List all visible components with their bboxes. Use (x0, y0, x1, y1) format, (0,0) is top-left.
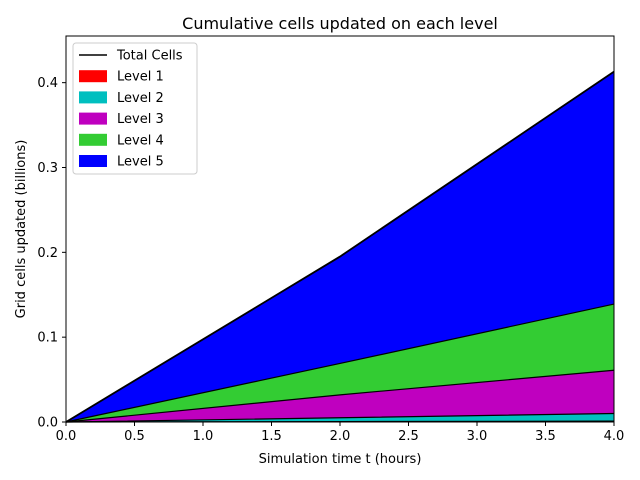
chart-title: Cumulative cells updated on each level (182, 14, 498, 33)
y-tick-label: 0.1 (37, 331, 58, 346)
legend-swatch-level-3 (79, 112, 107, 125)
legend-label-level-2: Level 2 (117, 91, 164, 106)
legend-swatch-level-5 (79, 155, 107, 167)
legend-label-level-5: Level 5 (117, 155, 164, 170)
x-tick-label: 3.5 (535, 429, 556, 444)
legend-swatch-level-1 (79, 70, 107, 83)
legend-label-level-1: Level 1 (117, 70, 164, 85)
legend: Total Cells Level 1 Level 2 Level 3 Level 4 L… (72, 42, 198, 175)
legend-label-total-cells: Total Cells (116, 49, 183, 64)
x-tick-label: 2.5 (398, 429, 419, 444)
y-axis-label: Grid cells updated (billions) (14, 140, 29, 319)
y-tick-label: 0.2 (37, 246, 58, 261)
legend-swatch-level-4 (79, 133, 107, 146)
x-tick-label: 0.5 (124, 429, 145, 444)
total-cells-line (65, 70, 615, 423)
x-axis-ticks: 0.0 0.5 1.0 1.5 2.0 2.5 3.0 3.5 4.0 (56, 422, 625, 444)
x-tick-label: 0.0 (56, 429, 77, 444)
y-axis-ticks: 0.0 0.1 0.2 0.3 0.4 (37, 76, 66, 431)
boundary-line-2 (65, 412, 615, 423)
area-level-3 (66, 370, 614, 422)
y-tick-label: 0.3 (37, 161, 58, 176)
boundary-line-3 (65, 369, 615, 423)
legend-swatch-level-2 (79, 91, 107, 104)
x-tick-label: 3.0 (467, 429, 488, 444)
boundary-line-4 (65, 303, 615, 423)
x-tick-label: 4.0 (604, 429, 625, 444)
area-level-4 (66, 304, 614, 422)
legend-label-level-3: Level 3 (117, 112, 164, 127)
y-tick-label: 0.4 (37, 76, 58, 91)
area-level-5 (66, 71, 614, 422)
x-tick-label: 1.0 (193, 429, 214, 444)
boundary-lines-group (65, 70, 615, 423)
y-tick-label: 0.0 (37, 416, 58, 431)
x-tick-label: 2.0 (330, 429, 351, 444)
legend-label-level-4: Level 4 (117, 133, 164, 148)
x-axis-label: Simulation time t (hours) (259, 452, 422, 467)
x-tick-label: 1.5 (261, 429, 282, 444)
